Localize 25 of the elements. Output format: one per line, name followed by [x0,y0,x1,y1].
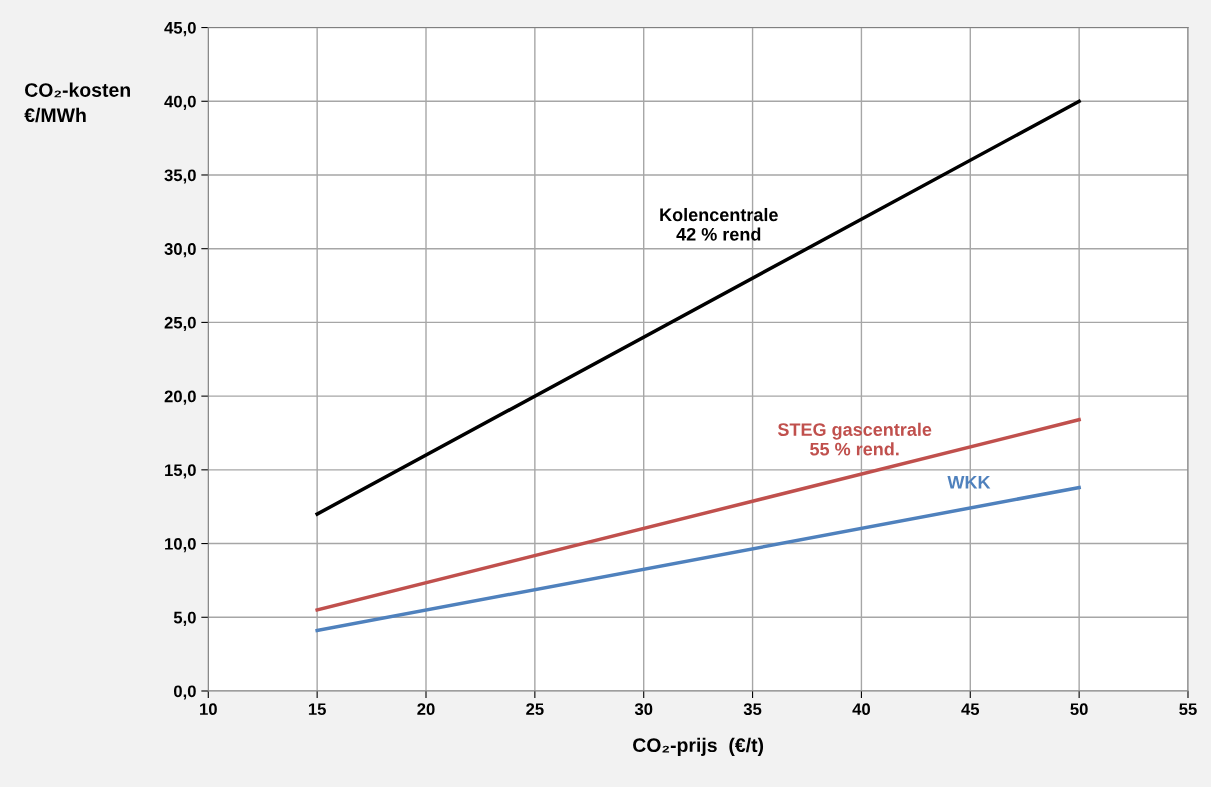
y-tick-label: 5,0 [173,611,196,626]
x-tick-label: 45 [961,703,980,716]
y-tick-label: 35,0 [164,169,196,184]
x-axis-title: CO₂-prijs (€/t) [633,737,764,756]
y-tick-label: 15,0 [165,464,196,479]
x-tick-label: 30 [634,703,653,716]
x-tick-label: 50 [1070,703,1088,716]
x-tick-label: 20 [417,703,435,716]
y-tick-label: 45,0 [164,21,196,37]
x-tick-label: 15 [308,703,326,716]
y-tick-label: 25,0 [164,316,196,332]
series-label: STEG gascentrale 55 % rend. [777,422,932,456]
x-tick-label: 40 [852,703,871,716]
x-tick-label: 25 [526,703,544,716]
y-tick-label: 0,0 [173,685,196,700]
y-tick-label: 20,0 [164,390,196,405]
series-label: Kolencentrale 42 % rend [660,207,778,241]
y-tick-label: 30,0 [164,243,196,258]
x-tick-label: 35 [743,703,762,716]
y-tick-label: 40,0 [164,95,196,110]
x-tick-label: 10 [200,703,217,716]
series-label: WKK [947,476,991,489]
y-axis-title: CO₂-kosten €/MWh [24,82,130,123]
x-tick-label: 55 [1179,703,1197,716]
y-tick-label: 10,0 [165,537,196,553]
